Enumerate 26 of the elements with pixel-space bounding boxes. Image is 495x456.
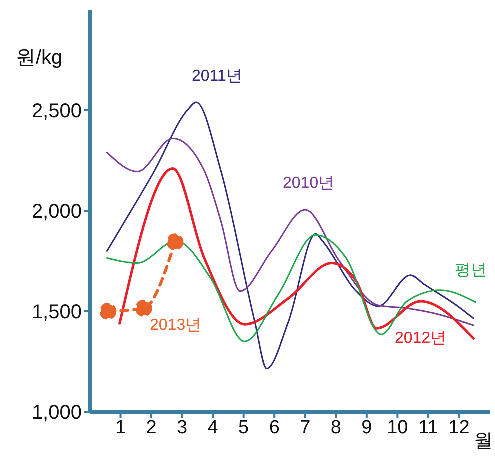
x-tick-label: 4 — [208, 417, 219, 438]
point — [100, 303, 117, 320]
y-tick-label: 1,000 — [32, 402, 82, 424]
x-tick-label: 3 — [177, 417, 188, 438]
series-label: 2012년 — [395, 329, 447, 349]
series-label: 2013년 — [150, 316, 202, 336]
y-axis-title: 원/kg — [16, 46, 63, 71]
x-tick-label: 10 — [387, 417, 408, 438]
series-label: 2010년 — [283, 174, 335, 194]
x-tick-label: 1 — [115, 417, 126, 438]
y-tick-label: 1,500 — [32, 302, 82, 324]
y-tick-label: 2,500 — [32, 100, 82, 123]
x-tick-label: 9 — [362, 417, 372, 438]
x-tick-label: 6 — [269, 417, 280, 438]
series-label: 2011년 — [192, 67, 242, 87]
x-tick-label: 7 — [300, 417, 311, 438]
y-tick-label: 2,000 — [32, 201, 82, 224]
series-label: 평년 — [455, 261, 487, 281]
point — [166, 234, 184, 251]
x-axis-title: 월 — [474, 430, 493, 454]
x-tick-label: 11 — [418, 417, 438, 438]
x-tick-label: 8 — [330, 417, 342, 438]
x-tick-label: 12 — [448, 417, 470, 438]
x-tick-label: 2 — [146, 417, 157, 438]
point — [135, 300, 152, 317]
x-tick-label: 5 — [238, 417, 250, 438]
